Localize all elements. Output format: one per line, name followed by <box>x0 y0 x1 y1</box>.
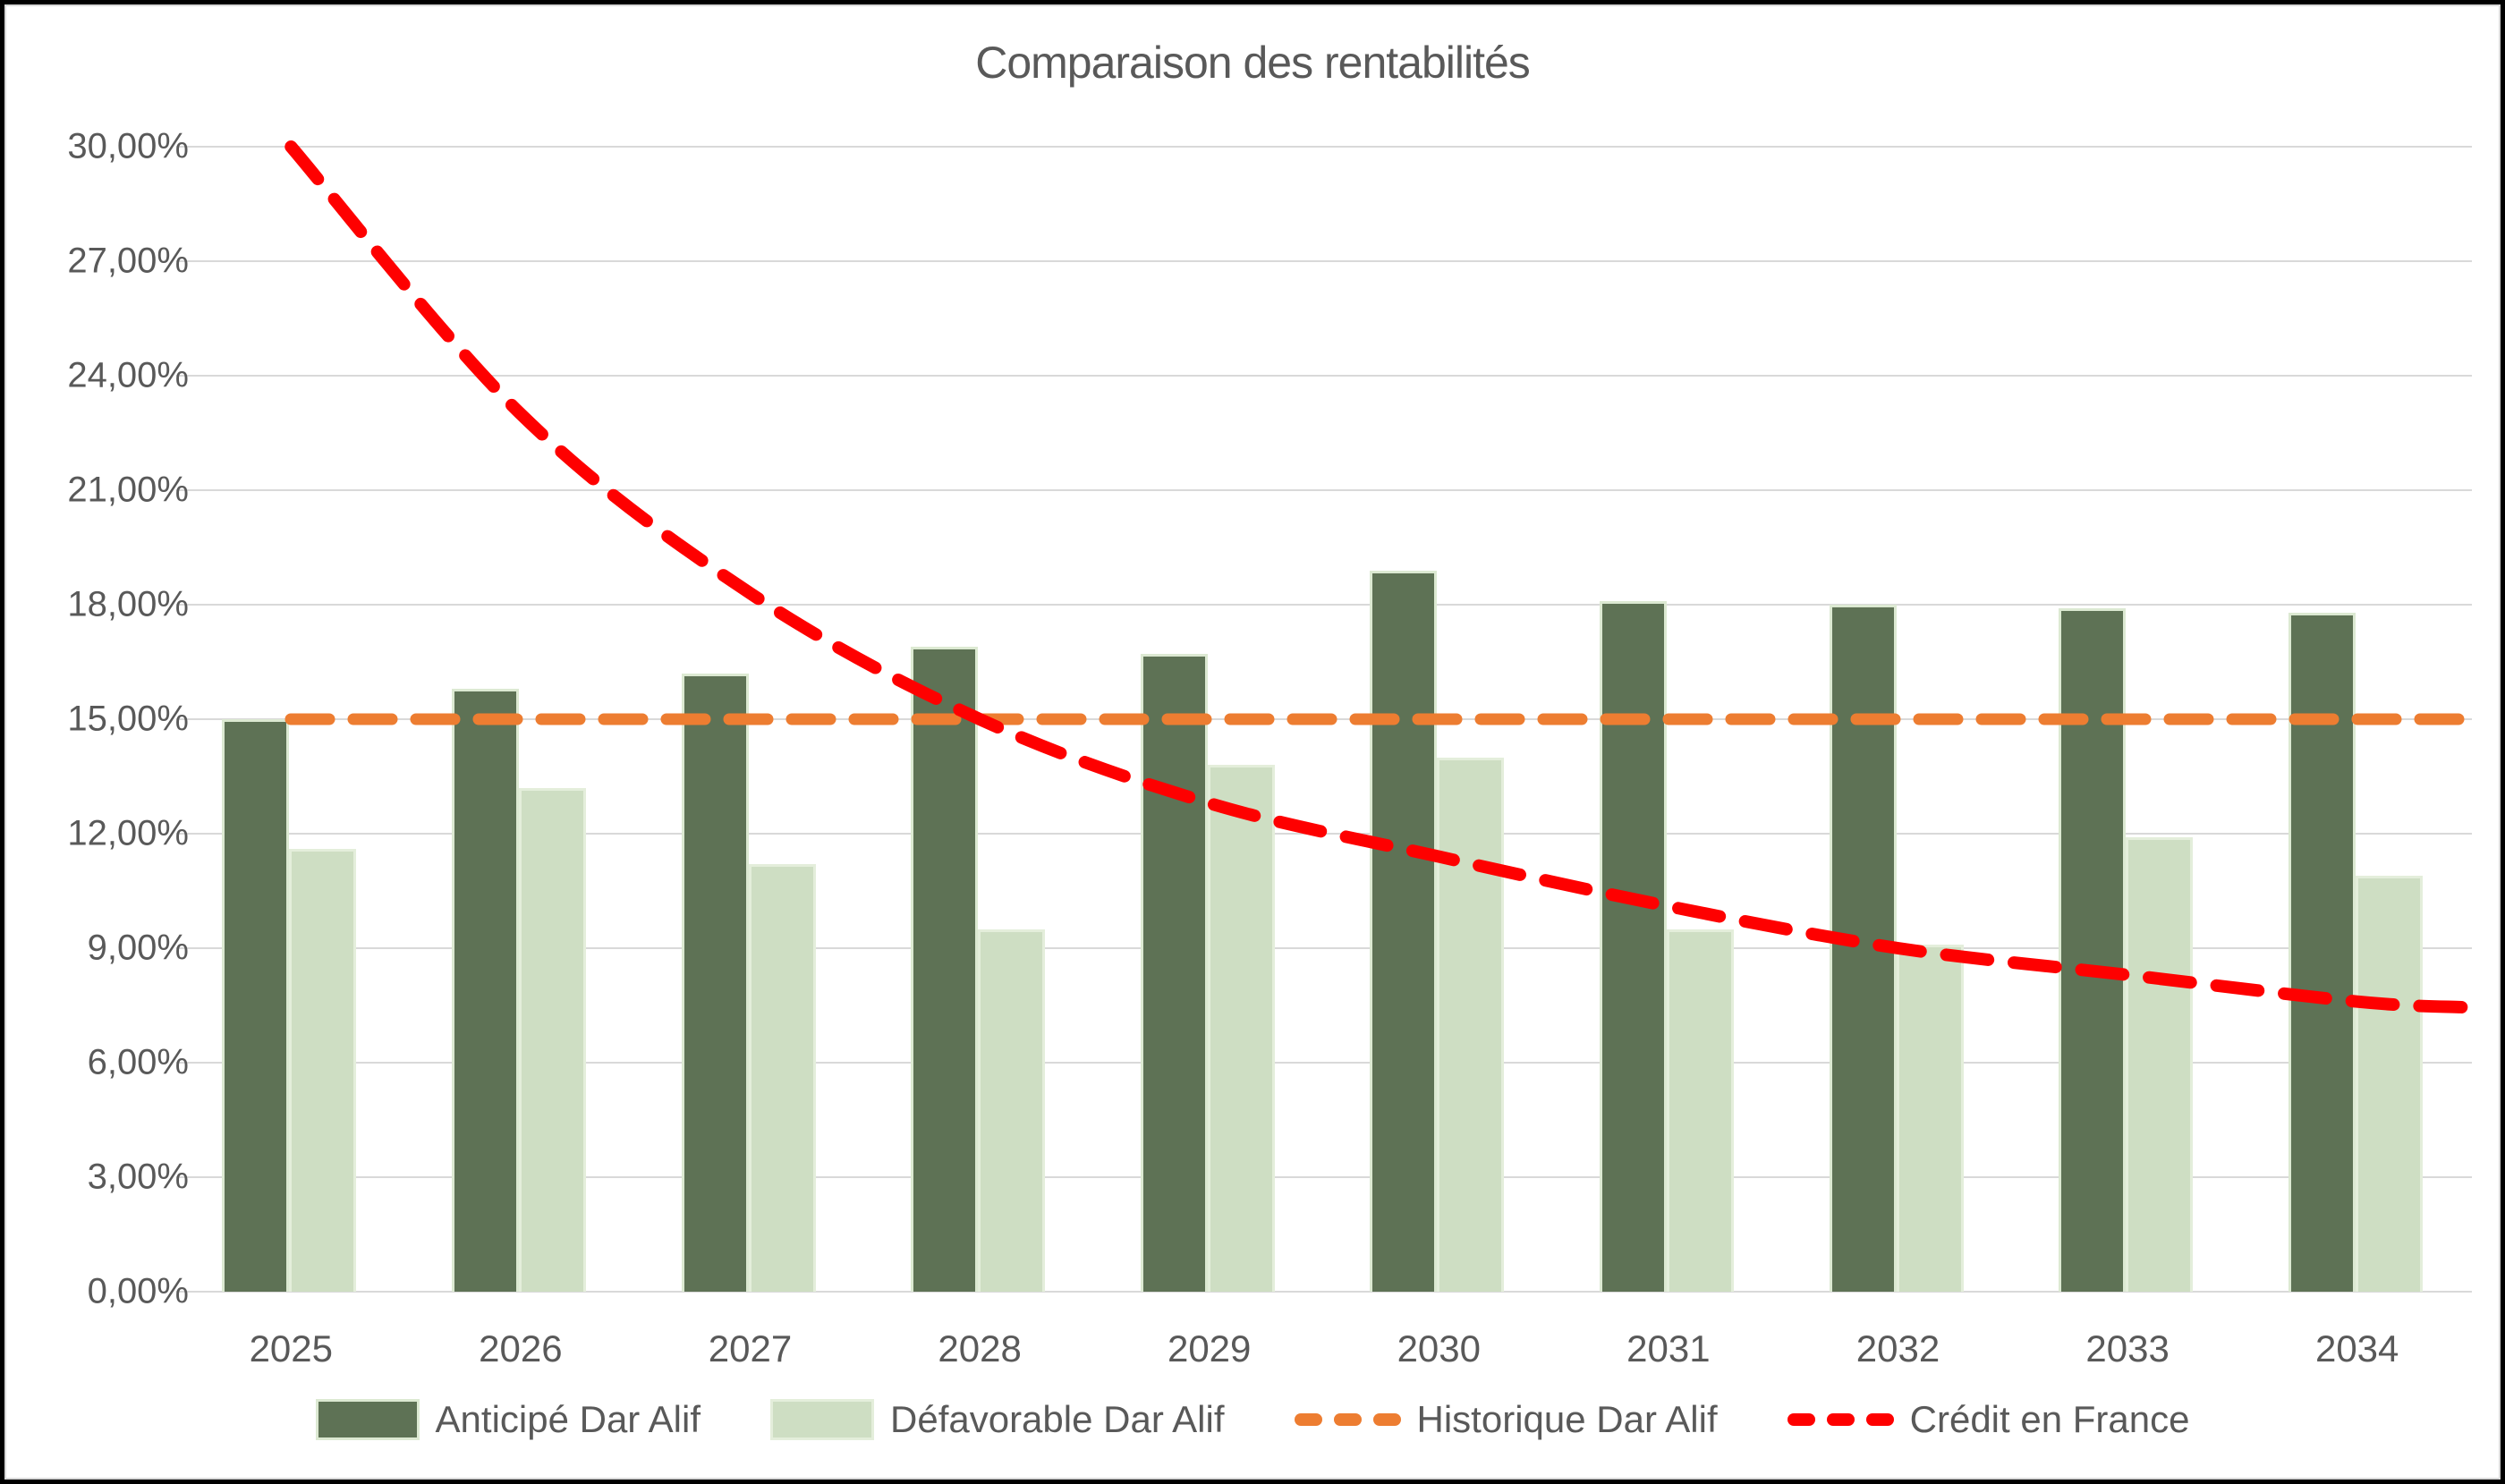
bar-defavorable-2025 <box>289 849 357 1292</box>
gridline <box>176 1062 2472 1064</box>
line-series-overlay <box>284 140 2471 1014</box>
bar-defavorable-2030 <box>1437 757 1505 1292</box>
x-tick-label-2028: 2028 <box>938 1327 1022 1370</box>
legend-label: Crédit en France <box>1909 1398 2190 1440</box>
gridline <box>176 1176 2472 1178</box>
x-tick-label-2027: 2027 <box>708 1327 793 1370</box>
legend-label: Défavorable Dar Alif <box>890 1398 1225 1440</box>
dash-segment <box>1787 1413 1815 1426</box>
gridline <box>176 947 2472 949</box>
y-tick-label: 27,00% <box>67 241 189 281</box>
legend-dash-swatch <box>1787 1413 1894 1426</box>
legend-item-1: Anticipé Dar Alif <box>315 1398 701 1441</box>
legend-label: Anticipé Dar Alif <box>435 1398 701 1440</box>
bar-anticipe-2026 <box>451 688 519 1292</box>
gridline <box>176 375 2472 377</box>
y-tick-label: 21,00% <box>67 470 189 510</box>
y-tick-label: 24,00% <box>67 355 189 395</box>
gridline <box>176 604 2472 606</box>
x-tick-label-2032: 2032 <box>1855 1327 1940 1370</box>
legend-item-3: Historique Dar Alif <box>1294 1398 1718 1441</box>
credit-en-france-line <box>284 140 2471 1014</box>
x-tick-label-2034: 2034 <box>2314 1327 2399 1370</box>
legend: Anticipé Dar Alif Défavorable Dar Alif His… <box>6 1398 2499 1441</box>
x-tick-label-2026: 2026 <box>479 1327 563 1370</box>
x-tick-label-2031: 2031 <box>1626 1327 1711 1370</box>
dash-segment <box>1294 1413 1322 1426</box>
y-tick-label: 9,00% <box>87 928 189 968</box>
legend-item-4: Crédit en France <box>1787 1398 2190 1441</box>
gridline <box>176 146 2472 148</box>
y-tick-label: 15,00% <box>67 699 189 739</box>
bar-anticipe-2030 <box>1370 570 1438 1292</box>
x-tick-label-2029: 2029 <box>1167 1327 1252 1370</box>
legend-item-2: Défavorable Dar Alif <box>770 1398 1225 1441</box>
bar-anticipe-2034 <box>2288 612 2356 1292</box>
bar-defavorable-2031 <box>1666 929 1734 1292</box>
bar-anticipe-2029 <box>1140 654 1208 1292</box>
bar-defavorable-2027 <box>748 864 816 1292</box>
bar-anticipe-2028 <box>911 646 979 1292</box>
gridline <box>176 260 2472 262</box>
dash-segment <box>1865 1413 1894 1426</box>
bar-anticipe-2027 <box>681 673 749 1292</box>
y-tick-label: 3,00% <box>87 1157 189 1197</box>
bar-defavorable-2033 <box>2126 837 2194 1292</box>
dash-segment <box>1372 1413 1401 1426</box>
y-tick-label: 18,00% <box>67 584 189 624</box>
y-tick-label: 12,00% <box>67 813 189 853</box>
legend-dash-swatch <box>1294 1413 1401 1426</box>
x-tick-label-2033: 2033 <box>2085 1327 2170 1370</box>
bar-defavorable-2028 <box>978 929 1046 1292</box>
bar-defavorable-2032 <box>1896 944 1964 1292</box>
gridline <box>176 1291 2472 1293</box>
chart-title: Comparaison des rentabilités <box>975 38 1531 88</box>
legend-label: Historique Dar Alif <box>1416 1398 1718 1440</box>
y-tick-label: 6,00% <box>87 1042 189 1082</box>
y-tick-label: 0,00% <box>87 1271 189 1311</box>
y-tick-label: 30,00% <box>67 126 189 166</box>
x-tick-label-2025: 2025 <box>249 1327 334 1370</box>
dash-segment <box>1826 1413 1855 1426</box>
gridline <box>176 489 2472 491</box>
legend-bar-swatch <box>315 1399 420 1440</box>
bar-defavorable-2026 <box>518 787 586 1292</box>
plot-area <box>176 140 2472 1293</box>
x-tick-label-2030: 2030 <box>1397 1327 1482 1370</box>
dash-segment <box>1333 1413 1362 1426</box>
chart-frame: Comparaison des rentabilités 0,00% 3,00% 6… <box>4 4 2501 1480</box>
legend-bar-swatch <box>770 1399 874 1440</box>
bar-defavorable-2029 <box>1207 765 1275 1292</box>
bar-anticipe-2025 <box>222 719 290 1292</box>
bar-defavorable-2034 <box>2355 875 2423 1292</box>
